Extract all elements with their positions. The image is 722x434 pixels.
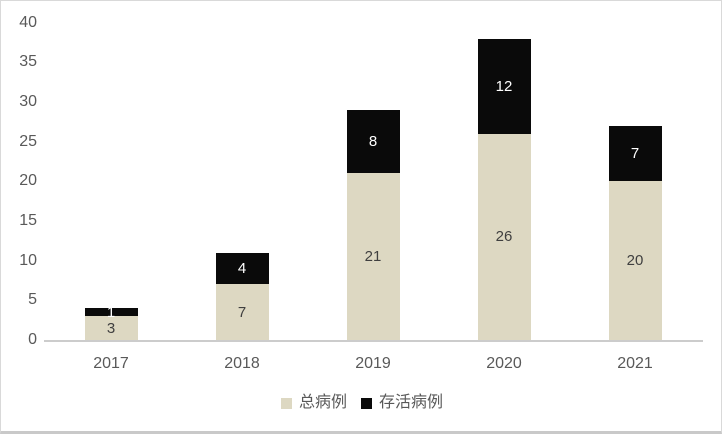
bar-segment-alive: 1 xyxy=(84,305,138,320)
x-category-label: 2019 xyxy=(355,355,391,372)
bar-segment-alive: 12 xyxy=(477,38,531,134)
legend-label: 存活病例 xyxy=(379,394,444,411)
bar-segment-total: 3 xyxy=(84,316,138,340)
bar-value-label: 26 xyxy=(495,228,513,246)
bar-segment-total: 7 xyxy=(215,284,269,340)
y-tick-label: 35 xyxy=(19,53,37,71)
bar-value-label: 21 xyxy=(364,248,382,266)
legend-swatch-icon xyxy=(361,397,372,409)
bar-value-label: 3 xyxy=(106,319,116,337)
legend-swatch-icon xyxy=(280,397,292,409)
legend-label: 总病例 xyxy=(298,394,347,411)
bar-value-label: 1 xyxy=(106,303,116,321)
x-category-label: 2018 xyxy=(224,355,260,372)
legend: 总病例 存活病例 xyxy=(1,393,721,413)
bar-value-label: 4 xyxy=(237,260,247,278)
bar-value-label: 20 xyxy=(626,252,644,270)
bar-segment-alive: 8 xyxy=(346,110,400,174)
y-tick-label: 40 xyxy=(19,13,37,31)
y-tick-label: 0 xyxy=(28,331,37,348)
bar-segment-total: 26 xyxy=(477,133,531,340)
bar-segment-alive: 7 xyxy=(608,125,662,182)
y-tick-label: 25 xyxy=(19,132,37,150)
x-category-label: 2021 xyxy=(617,355,653,372)
legend-item: 总病例 xyxy=(280,393,347,413)
y-tick-label: 5 xyxy=(28,291,37,309)
y-tick-label: 20 xyxy=(19,172,37,190)
y-tick-label: 30 xyxy=(19,93,37,111)
bar-value-label: 8 xyxy=(368,133,378,151)
bar-value-label: 7 xyxy=(630,145,640,163)
x-axis-line xyxy=(44,340,703,342)
bar-value-label: 7 xyxy=(237,303,247,321)
bar-segment-total: 21 xyxy=(346,173,400,340)
x-category-label: 2020 xyxy=(486,355,522,372)
bar-value-label: 12 xyxy=(495,77,513,95)
x-category-label: 2017 xyxy=(93,355,129,372)
legend-item: 存活病例 xyxy=(361,393,443,413)
y-tick-label: 15 xyxy=(19,212,37,230)
y-tick-label: 10 xyxy=(19,251,37,269)
bar-segment-alive: 4 xyxy=(215,252,269,285)
bar-segment-total: 20 xyxy=(608,181,662,340)
